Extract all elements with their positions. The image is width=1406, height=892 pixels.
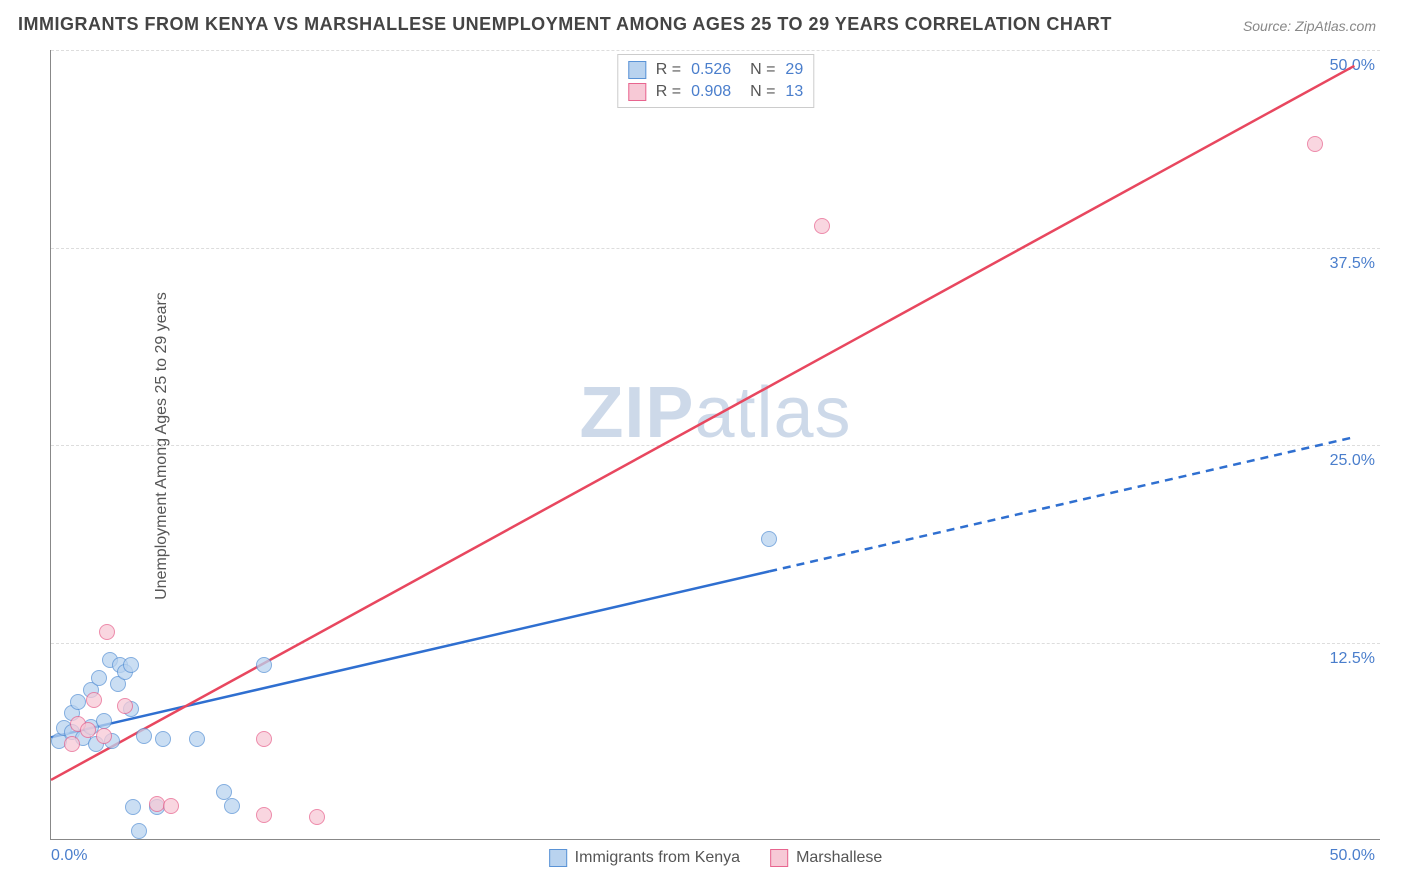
data-point-series-0 bbox=[91, 670, 107, 686]
data-point-series-1 bbox=[309, 809, 325, 825]
data-point-series-1 bbox=[1307, 136, 1323, 152]
data-point-series-0 bbox=[189, 731, 205, 747]
data-point-series-1 bbox=[117, 698, 133, 714]
data-point-series-0 bbox=[256, 657, 272, 673]
x-tick-max: 50.0% bbox=[1330, 847, 1375, 865]
data-point-series-1 bbox=[80, 722, 96, 738]
legend-label-0: Immigrants from Kenya bbox=[575, 849, 740, 867]
data-point-series-0 bbox=[96, 713, 112, 729]
data-point-series-0 bbox=[224, 798, 240, 814]
trend-lines bbox=[51, 50, 1380, 839]
data-point-series-0 bbox=[125, 799, 141, 815]
chart-title: IMMIGRANTS FROM KENYA VS MARSHALLESE UNE… bbox=[18, 14, 1112, 35]
data-point-series-1 bbox=[814, 218, 830, 234]
data-point-series-1 bbox=[64, 736, 80, 752]
data-point-series-1 bbox=[99, 624, 115, 640]
data-point-series-0 bbox=[155, 731, 171, 747]
legend-item-1: Marshallese bbox=[770, 849, 882, 867]
legend-item-0: Immigrants from Kenya bbox=[549, 849, 740, 867]
data-point-series-1 bbox=[86, 692, 102, 708]
data-point-series-0 bbox=[136, 728, 152, 744]
data-point-series-0 bbox=[70, 694, 86, 710]
data-point-series-0 bbox=[123, 657, 139, 673]
legend-label-1: Marshallese bbox=[796, 849, 882, 867]
legend-swatch-0 bbox=[549, 849, 567, 867]
plot-area: ZIPatlas 12.5%25.0%37.5%50.0% 0.0% 50.0%… bbox=[50, 50, 1380, 840]
source-attribution: Source: ZipAtlas.com bbox=[1243, 18, 1376, 34]
data-point-series-0 bbox=[131, 823, 147, 839]
data-point-series-1 bbox=[256, 731, 272, 747]
data-point-series-1 bbox=[96, 728, 112, 744]
legend-swatch-1 bbox=[770, 849, 788, 867]
data-point-series-0 bbox=[761, 531, 777, 547]
data-point-series-1 bbox=[163, 798, 179, 814]
legend: Immigrants from Kenya Marshallese bbox=[549, 849, 883, 867]
data-point-series-1 bbox=[256, 807, 272, 823]
x-tick-min: 0.0% bbox=[51, 847, 87, 865]
